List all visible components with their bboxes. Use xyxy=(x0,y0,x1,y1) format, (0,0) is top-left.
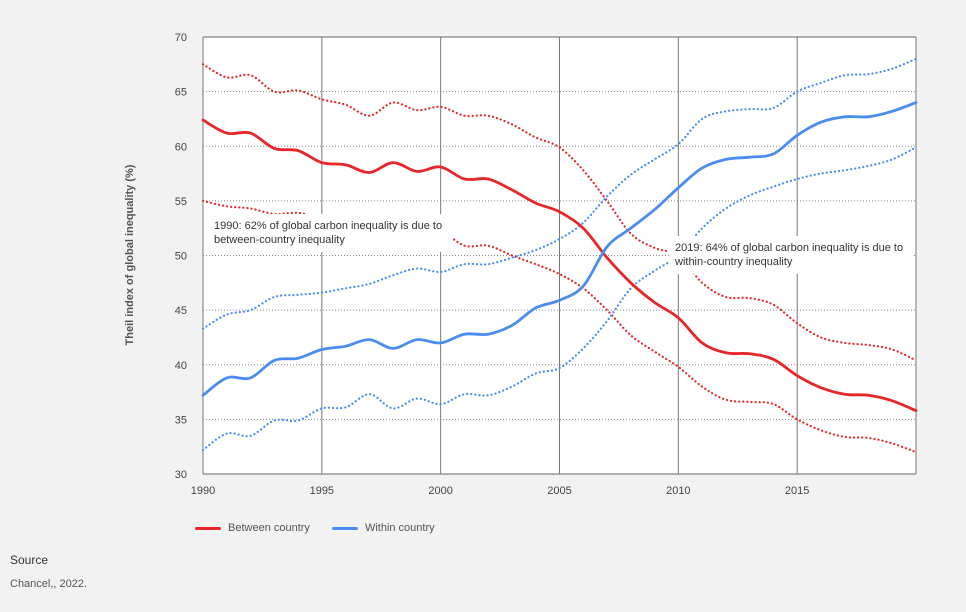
x-tick-label: 2005 xyxy=(547,485,571,497)
legend-label-within-country: Within country xyxy=(364,522,435,534)
source-title: Source xyxy=(10,553,49,567)
x-tick-label: 2010 xyxy=(666,485,690,497)
dotted-line-band-3 xyxy=(201,199,918,454)
dotted-line-band-4 xyxy=(201,57,918,330)
legend: Between country Within country xyxy=(195,522,435,534)
x-tick-label: 2000 xyxy=(428,485,452,497)
legend-item-between-country: Between country xyxy=(195,522,310,534)
legend-swatch-within-country xyxy=(331,526,358,530)
series-lines xyxy=(201,57,918,454)
dotted-line-band-5 xyxy=(201,146,918,452)
y-axis-title: Theil index of global inequality (%) xyxy=(124,164,136,345)
source-text: Chancel,, 2022. xyxy=(10,578,88,590)
y-tick-label: 30 xyxy=(175,469,187,481)
annotation-1990: 1990: 62% of global carbon inequality is… xyxy=(208,214,452,252)
legend-swatch-between-country xyxy=(195,526,221,530)
y-tick-label: 60 xyxy=(175,141,187,153)
legend-item-within-country: Within country xyxy=(331,522,435,534)
y-tick-label: 65 xyxy=(175,87,187,99)
y-tick-label: 50 xyxy=(175,251,187,263)
x-tick-label: 2015 xyxy=(785,485,809,497)
x-tick-label: 1995 xyxy=(310,485,334,497)
y-tick-label: 35 xyxy=(175,414,187,426)
dotted-line-band-2 xyxy=(201,63,918,362)
series-line-within-country xyxy=(201,101,918,397)
tick-labels: 30 35 40 45 50 55 60 65 70 1990 1995 2000 2005 2010 20… xyxy=(175,32,810,497)
series-line-between-country xyxy=(201,118,918,412)
y-tick-label: 40 xyxy=(175,360,187,372)
y-tick-label: 45 xyxy=(175,305,187,317)
x-tick-label: 1990 xyxy=(191,485,215,497)
y-tick-label: 70 xyxy=(175,32,187,44)
legend-label-between-country: Between country xyxy=(228,522,310,534)
annotation-2019: 2019: 64% of global carbon inequality is… xyxy=(669,236,912,274)
y-tick-label: 55 xyxy=(175,196,187,208)
